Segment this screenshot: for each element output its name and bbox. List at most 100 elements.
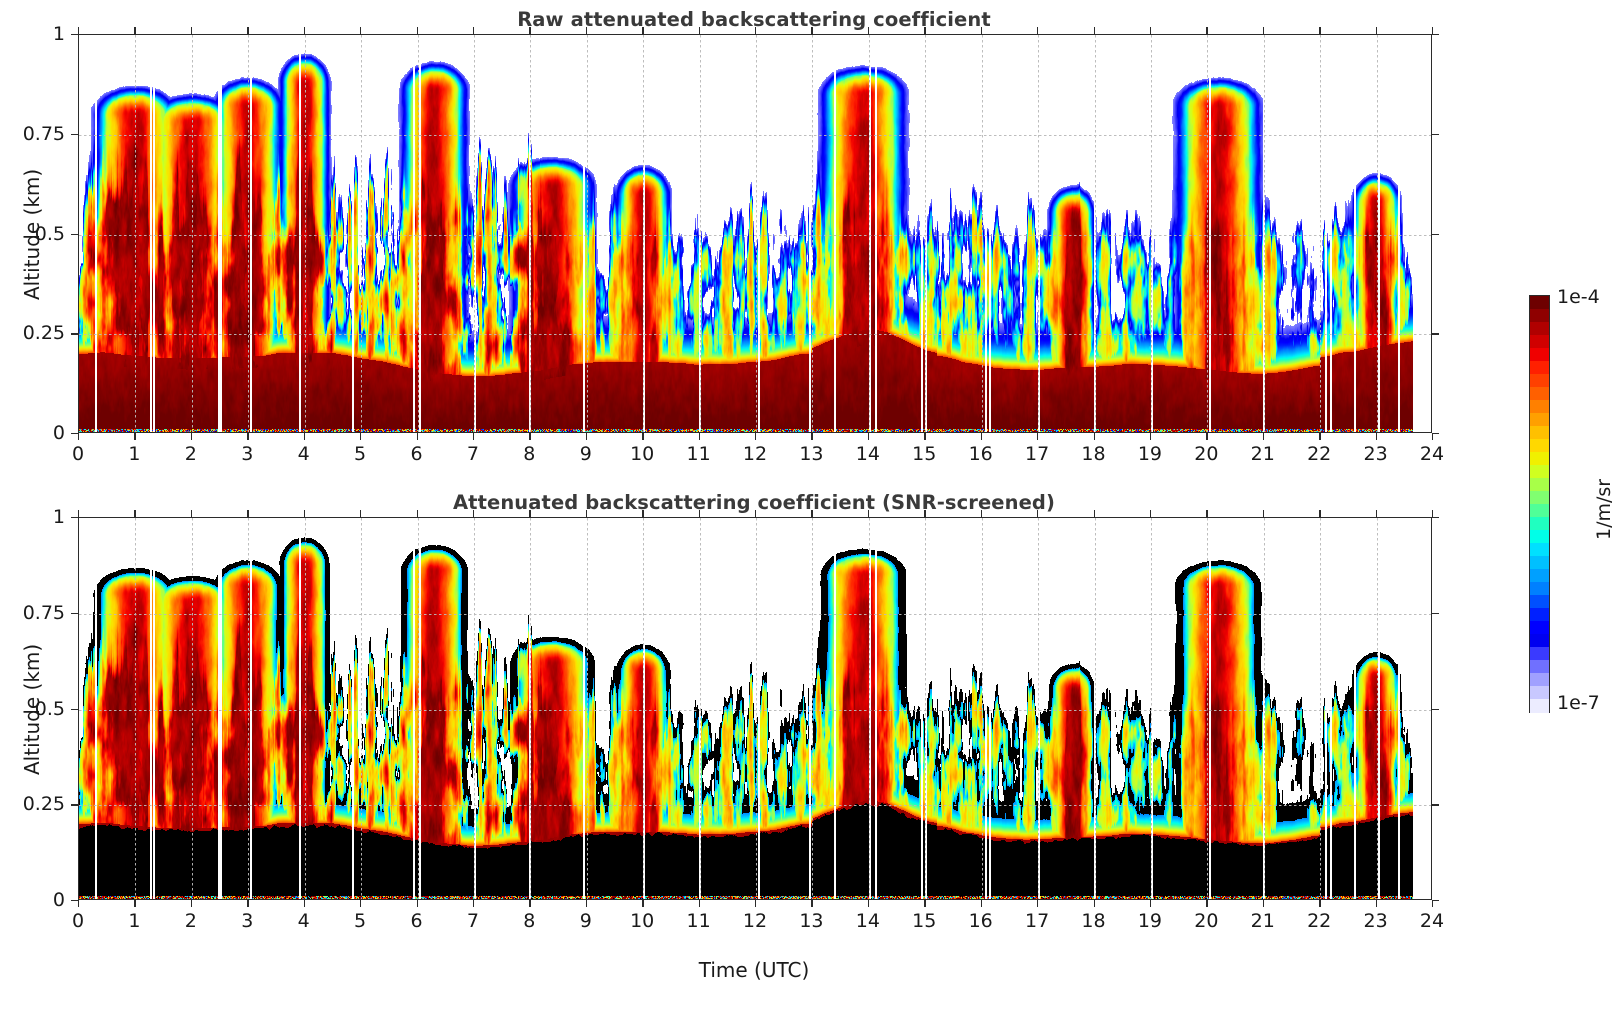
colorbar-segment bbox=[1530, 465, 1549, 480]
grid-line-vertical bbox=[925, 518, 927, 899]
x-tick-label: 21 bbox=[1250, 910, 1275, 932]
grid-line-vertical bbox=[473, 518, 475, 899]
plot-area-screened[interactable] bbox=[78, 517, 1432, 900]
grid-line-vertical bbox=[812, 35, 814, 432]
x-tick-label: 23 bbox=[1363, 443, 1388, 465]
x-tick bbox=[585, 433, 588, 440]
colorbar[interactable] bbox=[1529, 295, 1550, 714]
y-tick bbox=[71, 133, 78, 136]
x-tick bbox=[416, 433, 418, 440]
colorbar-segment bbox=[1530, 413, 1549, 428]
grid-line-vertical bbox=[135, 518, 137, 899]
x-tick bbox=[529, 900, 531, 907]
x-tick-label: 22 bbox=[1307, 910, 1332, 932]
x-tick bbox=[1262, 433, 1265, 440]
grid-line-horizontal bbox=[79, 613, 1431, 615]
grid-line-vertical bbox=[1320, 518, 1322, 899]
y-tick-label: 0.25 bbox=[22, 322, 65, 345]
grid-line-vertical bbox=[1094, 518, 1096, 899]
x-tick bbox=[1262, 900, 1265, 907]
x-tick-label: 11 bbox=[686, 910, 711, 932]
x-tick bbox=[1149, 433, 1152, 440]
x-tick-label: 19 bbox=[1137, 443, 1162, 465]
y-tick-label: 0 bbox=[52, 889, 65, 911]
x-tick-top bbox=[529, 27, 531, 34]
x-tick bbox=[472, 433, 475, 440]
x-tick bbox=[529, 433, 531, 440]
colorbar-segment bbox=[1530, 439, 1549, 454]
x-axis-title: Time (UTC) bbox=[698, 958, 810, 982]
x-tick-top bbox=[755, 510, 757, 517]
x-tick-top bbox=[472, 27, 475, 34]
x-tick bbox=[642, 433, 644, 440]
colorbar-segment bbox=[1530, 686, 1549, 701]
x-tick-label: 14 bbox=[855, 443, 880, 465]
grid-line-vertical bbox=[304, 35, 306, 432]
x-tick bbox=[247, 433, 249, 440]
x-tick bbox=[1375, 900, 1377, 907]
x-tick bbox=[134, 900, 136, 907]
grid-line-vertical bbox=[1263, 35, 1265, 432]
grid-line-vertical bbox=[248, 35, 250, 432]
x-tick bbox=[1432, 900, 1434, 907]
x-tick-top bbox=[303, 510, 306, 517]
x-tick-top bbox=[529, 510, 531, 517]
grid-line-vertical bbox=[868, 35, 870, 432]
heatmap-screened bbox=[79, 518, 1431, 899]
x-tick-label: 16 bbox=[968, 443, 993, 465]
x-tick bbox=[1037, 433, 1039, 440]
x-tick-top bbox=[867, 510, 870, 517]
grid-line-vertical bbox=[1038, 518, 1040, 899]
x-tick-label: 15 bbox=[912, 443, 937, 465]
x-tick-label: 5 bbox=[354, 910, 367, 932]
x-tick-label: 20 bbox=[1194, 910, 1219, 932]
x-tick-label: 15 bbox=[912, 910, 937, 932]
x-tick-label: 24 bbox=[1419, 443, 1445, 465]
grid-line-vertical bbox=[417, 35, 419, 432]
x-tick bbox=[1319, 900, 1321, 907]
y-tick-label: 0.5 bbox=[34, 222, 65, 245]
x-tick-top bbox=[755, 27, 757, 34]
y-tick bbox=[71, 804, 78, 806]
colorbar-min-label: 1e-7 bbox=[1557, 692, 1600, 714]
x-tick bbox=[755, 900, 757, 907]
grid-line-vertical bbox=[1150, 518, 1152, 899]
x-tick bbox=[190, 433, 193, 440]
colorbar-segment bbox=[1530, 543, 1549, 558]
x-tick-label: 11 bbox=[686, 443, 711, 465]
x-tick-top bbox=[247, 27, 249, 34]
x-tick-label: 1 bbox=[128, 443, 141, 465]
x-tick-top bbox=[416, 510, 418, 517]
x-tick-label: 2 bbox=[184, 443, 197, 465]
x-tick-label: 14 bbox=[855, 910, 880, 932]
x-tick-top bbox=[1262, 27, 1265, 34]
y-tick bbox=[71, 34, 78, 36]
grid-line-vertical bbox=[812, 518, 814, 899]
x-tick-label: 4 bbox=[297, 443, 310, 465]
x-tick-label: 7 bbox=[466, 443, 479, 465]
y-tick-label: 1 bbox=[52, 506, 65, 528]
y-tick-label: 1 bbox=[52, 23, 65, 45]
grid-line-vertical bbox=[643, 518, 645, 899]
colorbar-segment bbox=[1530, 504, 1549, 519]
grid-line-vertical bbox=[1207, 518, 1209, 899]
x-tick-top bbox=[642, 27, 644, 34]
x-tick-top bbox=[1093, 27, 1095, 34]
colorbar-segment bbox=[1530, 647, 1549, 662]
y-tick-label: 0.25 bbox=[22, 793, 65, 816]
x-tick bbox=[190, 900, 193, 907]
grid-line-vertical bbox=[1150, 35, 1152, 432]
x-tick bbox=[1149, 900, 1152, 907]
y-tick bbox=[71, 517, 78, 519]
x-tick-label: 13 bbox=[799, 443, 824, 465]
grid-line-horizontal bbox=[79, 234, 1431, 236]
x-tick-top bbox=[134, 510, 136, 517]
plot-area-raw[interactable] bbox=[78, 34, 1432, 433]
x-tick-top bbox=[924, 510, 926, 517]
x-tick-top bbox=[247, 510, 249, 517]
x-tick bbox=[1206, 900, 1208, 907]
x-tick-top bbox=[472, 510, 475, 517]
colorbar-segment bbox=[1530, 608, 1549, 623]
y-tick bbox=[71, 433, 78, 435]
grid-line-vertical bbox=[1094, 35, 1096, 432]
